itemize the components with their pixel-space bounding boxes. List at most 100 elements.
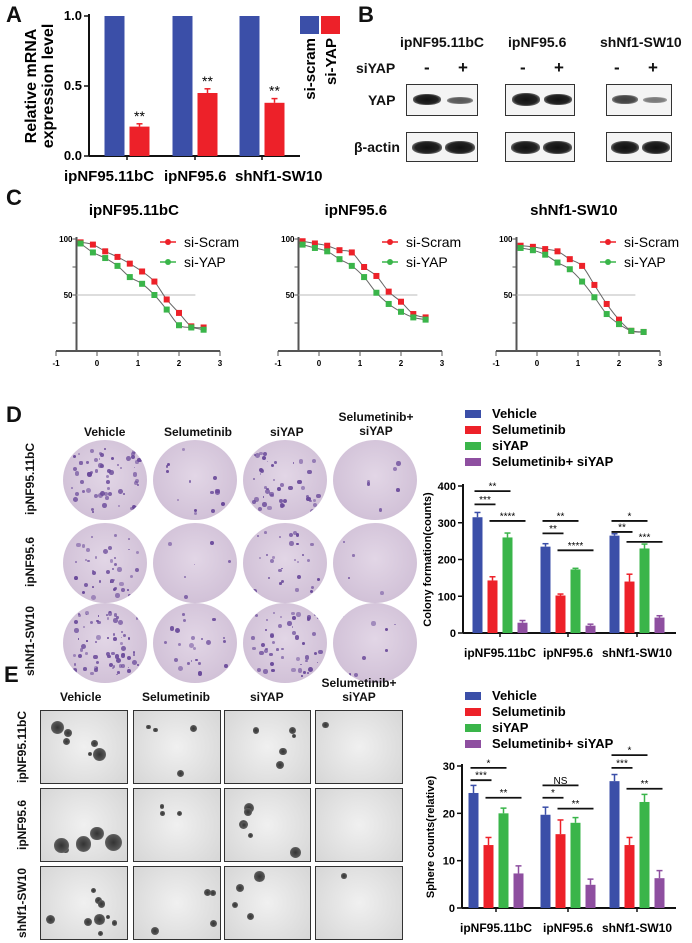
blot-actin-shnf1-sw10 bbox=[606, 132, 672, 162]
data-point bbox=[422, 316, 429, 323]
legend-marker bbox=[165, 239, 171, 245]
y-tick-label: 0 bbox=[449, 903, 455, 915]
data-point bbox=[542, 246, 549, 253]
data-point bbox=[311, 244, 318, 251]
data-point bbox=[336, 256, 343, 263]
bar-vehicle bbox=[472, 517, 483, 633]
data-point bbox=[640, 328, 647, 335]
colony-plate-image bbox=[63, 523, 147, 603]
blot-header-shnf1-sw10: shNf1-SW10 bbox=[600, 34, 682, 50]
significance-label: *** bbox=[616, 758, 628, 769]
data-point bbox=[176, 309, 182, 316]
y-tick-label: 200 bbox=[438, 555, 456, 567]
data-point bbox=[114, 253, 121, 260]
significance-label: ** bbox=[572, 799, 580, 810]
actin-row-label: β-actin bbox=[354, 139, 400, 155]
sphere-image bbox=[224, 710, 311, 784]
colony-col-selumetinib: Selumetinib bbox=[164, 425, 233, 439]
data-point bbox=[324, 242, 331, 249]
data-point bbox=[640, 328, 647, 335]
sphere-image bbox=[40, 866, 128, 940]
bar-siyap bbox=[502, 537, 513, 633]
y-tick-label: 50 bbox=[286, 291, 295, 300]
colony-plate-image bbox=[153, 603, 237, 683]
y-tick-label: 100 bbox=[438, 591, 456, 603]
significance-label: **** bbox=[500, 511, 516, 522]
data-point bbox=[554, 259, 561, 266]
panel-label-a: A bbox=[6, 2, 22, 27]
data-point bbox=[398, 308, 404, 315]
lane-plus: + bbox=[554, 58, 564, 77]
y-tick-label: 0.5 bbox=[64, 78, 82, 93]
bar-si-scram bbox=[104, 16, 125, 156]
significance-label: * bbox=[628, 511, 632, 522]
sphere-image bbox=[224, 866, 311, 940]
bar-selumetinib-siyap bbox=[654, 617, 665, 633]
y-tick-label: 300 bbox=[438, 518, 456, 530]
colony-plate-image bbox=[153, 523, 237, 603]
sphere-image bbox=[315, 710, 403, 784]
data-point bbox=[542, 251, 549, 258]
colony-plate-image bbox=[243, 603, 327, 683]
x-category-label: shNf1-SW10 bbox=[602, 646, 672, 660]
significance-label: ** bbox=[500, 788, 508, 799]
bar-si-scram bbox=[239, 16, 260, 156]
colony-col-vehicle: Vehicle bbox=[84, 425, 126, 439]
y-axis-label-line: expression level bbox=[40, 24, 57, 149]
data-point bbox=[102, 255, 109, 262]
data-point bbox=[373, 272, 380, 279]
data-point bbox=[299, 241, 306, 248]
data-point bbox=[591, 294, 598, 301]
bar-selumetinib-siyap bbox=[517, 622, 528, 633]
y-tick-label: 100 bbox=[59, 235, 73, 244]
data-point bbox=[628, 327, 635, 334]
data-point bbox=[410, 314, 417, 321]
y-tick-label: 100 bbox=[281, 235, 295, 244]
sphere-row-ipnf9511bc: ipNF95.11bC bbox=[15, 710, 29, 784]
data-point bbox=[410, 311, 417, 318]
x-tick-label: 2 bbox=[399, 359, 404, 368]
significance-label: *** bbox=[475, 771, 487, 782]
x-tick-label: 2 bbox=[617, 359, 622, 368]
legend-label: Selumetinib bbox=[492, 422, 566, 437]
legend-swatch bbox=[465, 410, 481, 418]
fit-curve bbox=[80, 243, 204, 331]
legend-swatch bbox=[465, 442, 481, 450]
data-point bbox=[603, 300, 610, 307]
data-point bbox=[517, 242, 524, 249]
legend-label: Selumetinib+ siYAP bbox=[492, 736, 614, 751]
legend-label: si-YAP bbox=[323, 38, 340, 85]
data-point bbox=[517, 244, 524, 251]
y-tick-label: 50 bbox=[64, 291, 73, 300]
y-tick-label: 50 bbox=[504, 291, 513, 300]
legend-marker bbox=[605, 259, 611, 265]
colony-plate-image bbox=[333, 523, 417, 603]
data-point bbox=[361, 274, 368, 281]
legend-label: si-YAP bbox=[624, 254, 666, 270]
sphere-col-combo: Selumetinib+ siYAP bbox=[321, 676, 397, 704]
bar-vehicle bbox=[609, 535, 620, 633]
data-point bbox=[188, 324, 195, 331]
chart-title: ipNF95.6 bbox=[325, 202, 388, 219]
y-axis-label-line: Colony formation(counts) bbox=[422, 492, 434, 627]
legend-label: si-YAP bbox=[184, 254, 226, 270]
legend-label: si-Scram bbox=[406, 234, 461, 250]
blot-header-ipnf9511bc: ipNF95.11bC bbox=[400, 34, 485, 50]
data-point bbox=[579, 262, 586, 269]
x-category-label: ipNF95.6 bbox=[543, 646, 593, 660]
legend-marker bbox=[387, 259, 393, 265]
y-axis-label-line: Relative mRNA bbox=[23, 28, 40, 143]
y-tick-label: 1.0 bbox=[64, 8, 82, 23]
data-point bbox=[151, 278, 158, 285]
legend-marker bbox=[165, 259, 171, 265]
data-point bbox=[616, 321, 622, 328]
colony-plate-image bbox=[243, 440, 327, 520]
sphere-image bbox=[315, 866, 403, 940]
colony-row-shnf1-sw10: shNf1-SW10 bbox=[23, 606, 37, 677]
legend-label: si-YAP bbox=[406, 254, 448, 270]
colony-plate-image bbox=[63, 603, 147, 683]
colony-plate-image bbox=[153, 440, 237, 520]
sphere-image bbox=[133, 788, 221, 862]
sphere-col-siyap: siYAP bbox=[250, 690, 284, 704]
colony-row-ipnf9511bc: ipNF95.11bC bbox=[23, 442, 37, 516]
